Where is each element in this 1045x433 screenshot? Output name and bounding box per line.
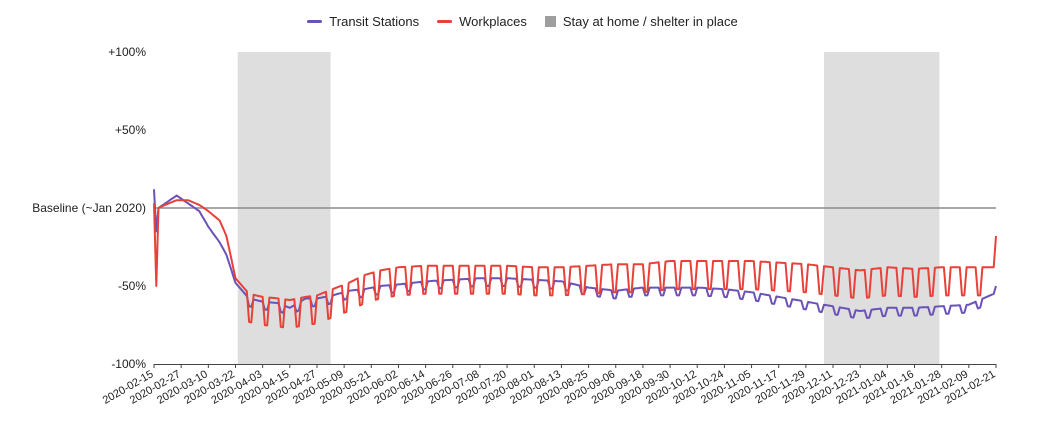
x-axis: 2020-02-152020-02-272020-03-102020-03-22… bbox=[101, 364, 998, 407]
y-tick-label-4: -100% bbox=[111, 357, 146, 371]
legend-label-transit: Transit Stations bbox=[329, 14, 420, 29]
legend-swatch-stay-at-home bbox=[544, 16, 556, 27]
legend-label-workplaces: Workplaces bbox=[459, 14, 527, 29]
legend-item-stay-at-home[interactable]: Stay at home / shelter in place bbox=[544, 14, 738, 29]
series-line-workplaces bbox=[153, 199, 997, 329]
legend-label-stay-at-home: Stay at home / shelter in place bbox=[562, 14, 738, 29]
legend: Transit Stations Workplaces Stay at home… bbox=[0, 14, 1045, 29]
legend-item-transit[interactable]: Transit Stations bbox=[307, 14, 419, 29]
y-tick-label-0: +100% bbox=[108, 45, 146, 59]
legend-item-workplaces[interactable]: Workplaces bbox=[437, 14, 527, 29]
y-tick-label-3: -50% bbox=[118, 279, 146, 293]
y-tick-label-2: Baseline (~Jan 2020) bbox=[32, 201, 146, 215]
series-group bbox=[153, 189, 997, 329]
y-axis: +100% +50% Baseline (~Jan 2020) -50% -100% bbox=[32, 45, 996, 371]
legend-swatch-transit bbox=[307, 20, 323, 23]
legend-swatch-workplaces bbox=[437, 20, 453, 23]
y-tick-label-1: +50% bbox=[115, 123, 146, 137]
